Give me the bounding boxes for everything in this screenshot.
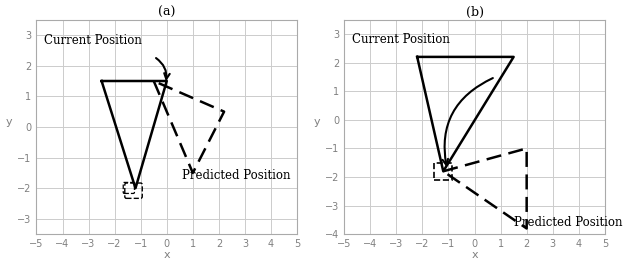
Text: Predicted Position: Predicted Position xyxy=(182,169,291,182)
X-axis label: x: x xyxy=(471,251,478,260)
Bar xyxy=(434,163,452,180)
Title: (b): (b) xyxy=(465,6,484,19)
Text: Predicted Position: Predicted Position xyxy=(514,216,622,228)
Text: Current Position: Current Position xyxy=(352,33,450,45)
Text: Current Position: Current Position xyxy=(44,34,142,47)
Y-axis label: y: y xyxy=(6,117,12,127)
Y-axis label: y: y xyxy=(314,117,320,127)
Title: (a): (a) xyxy=(158,6,175,19)
X-axis label: x: x xyxy=(163,251,170,260)
